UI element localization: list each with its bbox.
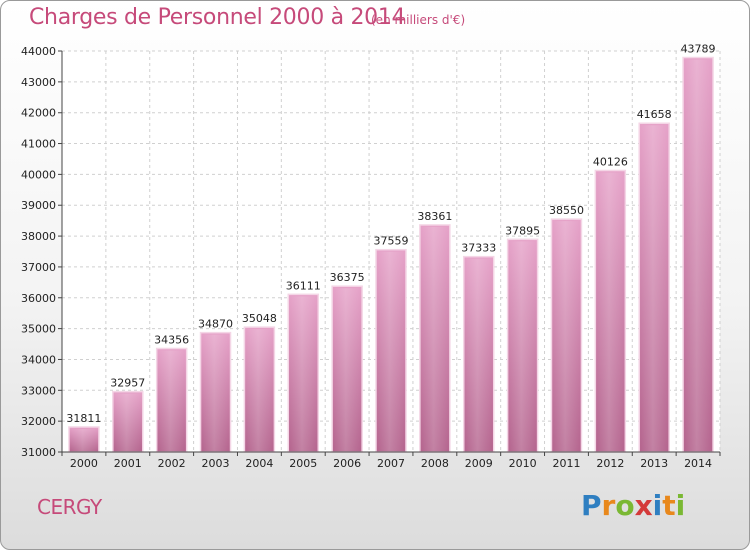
bar-2006 [331,285,363,453]
bar-shine [685,59,712,452]
data-label: 38550 [549,204,584,217]
bar-2014 [682,56,714,453]
bar-shine [421,226,448,452]
y-tick-label: 39000 [21,199,56,212]
data-label: 43789 [681,43,716,56]
bar-2005 [287,293,320,453]
bar-2013 [638,122,670,453]
y-tick-labels: 31000 32000 33000 34000 35000 36000 37000 38000… [21,45,56,459]
y-tick-label: 42000 [21,107,56,120]
bar-2012 [594,169,627,453]
x-tick-label: 2014 [684,457,712,470]
y-tick-label: 37000 [21,261,56,274]
logo-letter: o [615,489,635,522]
bar-2007 [375,248,407,453]
data-label: 31811 [66,412,101,425]
bar-shine [246,329,273,452]
y-tick-label: 40000 [21,168,56,181]
bar-shine [553,221,580,452]
bar-shine [465,258,492,452]
bar-2001 [112,390,144,453]
logo-letter: r [601,489,616,522]
y-tick-label: 43000 [21,76,56,89]
data-label: 34356 [154,333,189,346]
x-tick-label: 2013 [640,457,668,470]
y-tick-label: 41000 [21,138,56,151]
x-tick-label: 2005 [289,457,317,470]
bar-2004 [243,326,276,453]
logo-letter: P [581,489,602,522]
bar-shine [641,125,668,452]
x-tick-label: 2006 [333,457,361,470]
bar-2002 [155,347,188,453]
y-tick-label: 44000 [21,45,56,58]
logo-letter: i [652,489,663,522]
x-tick-label: 2010 [509,457,537,470]
logo-letter: x [634,489,653,522]
data-labels: 31811 32957 34356 34870 35048 36111 36375 37559… [66,43,715,425]
chart-subtitle: (en milliers d'€) [371,13,466,27]
y-tick-label: 35000 [21,323,56,336]
city-name: CERGY [37,495,102,519]
bar-shine [378,251,404,452]
x-tick-label: 2001 [114,457,142,470]
x-tick-label: 2003 [202,457,230,470]
bar-2008 [419,224,451,453]
data-label: 32957 [110,377,145,390]
bar-2000 [68,426,100,453]
bar-2011 [550,218,583,453]
bar-2010 [506,238,539,453]
bar-shine [114,393,141,452]
bars [68,56,714,453]
x-tick-label: 2002 [158,457,186,470]
bar-shine [158,350,185,452]
bar-shine [70,428,97,452]
x-tick-label: 2000 [70,457,98,470]
y-tick-label: 31000 [21,446,56,459]
bar-2003 [199,331,232,453]
data-label: 41658 [637,108,672,121]
bar-shine [290,296,317,452]
y-tick-label: 33000 [21,384,56,397]
y-tick-label: 32000 [21,415,56,428]
bar-shine [597,172,624,453]
x-tick-label: 2012 [596,457,624,470]
data-label: 36111 [286,279,321,292]
y-tick-label: 36000 [21,292,56,305]
data-label: 40126 [593,155,628,168]
x-tick-label: 2007 [377,457,405,470]
data-label: 36375 [330,271,365,284]
x-tick-labels: 2000 2001 2002 2003 2004 2005 2006 2007 2008 2009… [70,457,712,470]
bar-shine [334,288,361,452]
logo-letter: t [662,489,676,522]
axes [58,50,721,456]
data-label: 37333 [461,242,496,255]
proxiti-logo[interactable]: Proxiti [581,489,685,522]
x-tick-label: 2011 [552,457,580,470]
y-tick-label: 38000 [21,230,56,243]
data-label: 37559 [374,235,409,248]
chart-title: Charges de Personnel 2000 à 2014 [29,5,406,30]
bar-shine [202,334,229,452]
bar-shine [509,241,536,452]
bar-2009 [462,255,495,453]
data-label: 35048 [242,312,277,325]
data-label: 34870 [198,318,233,331]
data-label: 38361 [417,210,452,223]
x-tick-label: 2004 [245,457,273,470]
logo-letter: i [675,489,686,522]
x-tick-label: 2008 [421,457,449,470]
x-tick-label: 2009 [465,457,493,470]
data-label: 37895 [505,224,540,237]
y-tick-label: 34000 [21,353,56,366]
